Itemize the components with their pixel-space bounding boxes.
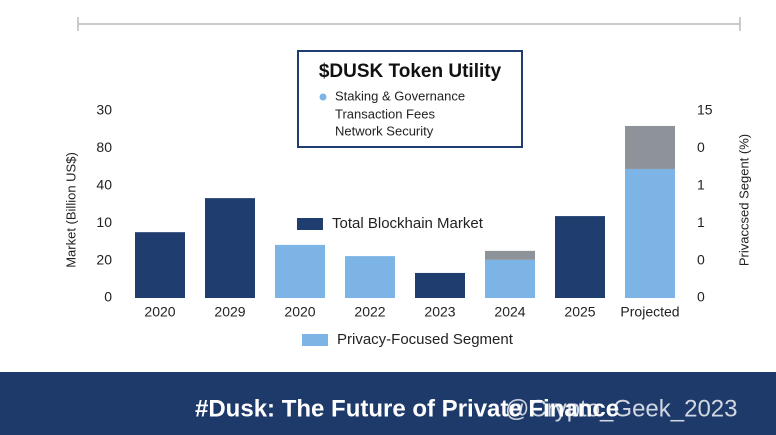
inset-item: Staking & Governance bbox=[335, 88, 465, 103]
y2-tick-label: 1 bbox=[697, 214, 705, 230]
y-tick-label: 30 bbox=[96, 102, 112, 118]
y-tick-label: 80 bbox=[96, 139, 112, 155]
x-tick-label: 2020 bbox=[284, 304, 315, 320]
x-tick-label: 2023 bbox=[424, 304, 455, 320]
inset-box bbox=[297, 50, 523, 148]
x-tick-label: 2020 bbox=[144, 304, 175, 320]
y2-tick-label: 15 bbox=[697, 102, 713, 118]
inset-title: $DUSK Token Utility bbox=[319, 61, 502, 82]
watermark: @Crypto_Geek_2023 bbox=[505, 395, 738, 422]
bar bbox=[205, 198, 255, 298]
legend-label: Privacy-Focused Segment bbox=[337, 331, 514, 348]
y2-axis-label: Privaccsed Segent (%) bbox=[736, 134, 751, 266]
y-tick-label: 40 bbox=[96, 177, 112, 193]
x-tick-label: Projected bbox=[620, 304, 679, 320]
footer-title: #Dusk: The Future of Private Finance bbox=[195, 395, 619, 422]
y-tick-label: 20 bbox=[96, 251, 112, 267]
bar bbox=[485, 250, 535, 260]
bar bbox=[625, 125, 675, 169]
y2-tick-label: 0 bbox=[697, 251, 705, 267]
bar bbox=[275, 244, 325, 298]
x-tick-label: 2025 bbox=[564, 304, 595, 320]
legend-swatch bbox=[302, 334, 328, 346]
x-tick-label: 2022 bbox=[354, 304, 385, 320]
inset-bullet bbox=[319, 93, 327, 101]
y2-tick-label: 1 bbox=[697, 177, 705, 193]
bar bbox=[485, 259, 535, 298]
x-tick-label: 2024 bbox=[494, 304, 525, 320]
footer-band bbox=[0, 372, 776, 435]
inset-item: Network Security bbox=[335, 123, 434, 138]
bar bbox=[415, 272, 465, 298]
bar bbox=[555, 216, 605, 298]
y-tick-label: 10 bbox=[96, 214, 112, 230]
y2-tick-label: 0 bbox=[697, 289, 705, 305]
legend-label: Total Blockhain Market bbox=[332, 215, 484, 232]
bar bbox=[135, 232, 185, 298]
y-axis-label: Market (Billion US$) bbox=[63, 152, 78, 268]
bar bbox=[625, 168, 675, 298]
bar bbox=[345, 256, 395, 298]
legend-swatch bbox=[297, 218, 323, 230]
x-tick-label: 2029 bbox=[214, 304, 245, 320]
y-tick-label: 0 bbox=[104, 289, 112, 305]
inset-item: Transaction Fees bbox=[335, 106, 435, 121]
y2-tick-label: 0 bbox=[697, 139, 705, 155]
